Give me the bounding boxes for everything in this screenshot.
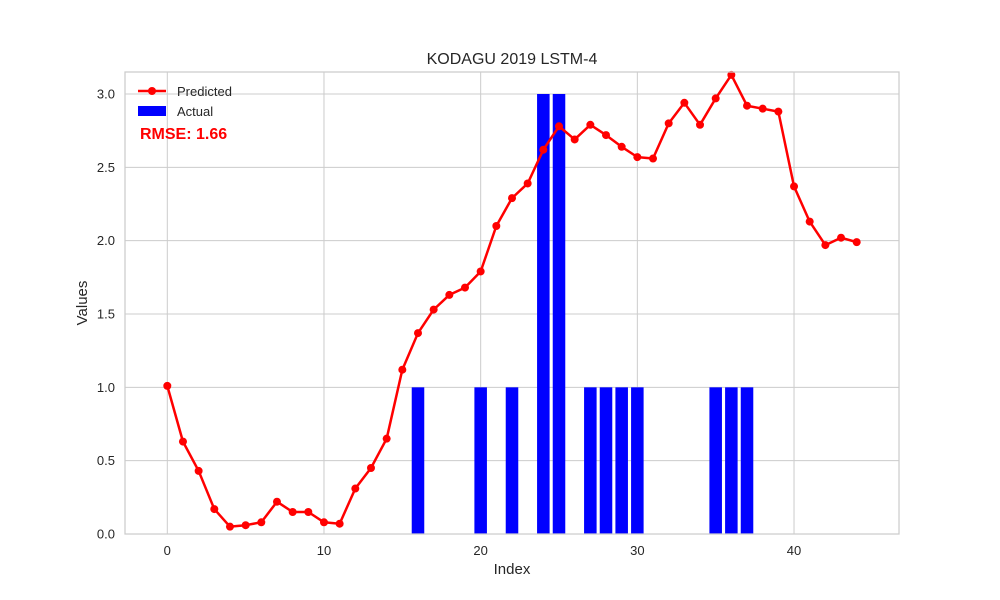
predicted-point xyxy=(633,153,642,162)
x-tick-label: 40 xyxy=(787,543,801,558)
predicted-point xyxy=(805,217,814,226)
predicted-point xyxy=(492,222,501,230)
predicted-point xyxy=(852,238,861,247)
predicted-point xyxy=(178,437,187,446)
y-tick-label: 0.0 xyxy=(97,527,115,542)
predicted-point xyxy=(241,521,250,530)
y-tick-label: 2.5 xyxy=(97,160,115,175)
grid xyxy=(125,72,899,535)
legend-predicted-swatch-marker xyxy=(148,87,156,95)
x-axis-ticks: 0 10 20 30 40 xyxy=(164,543,802,558)
actual-bar xyxy=(615,387,628,534)
actual-bar xyxy=(709,387,722,534)
y-tick-label: 1.5 xyxy=(97,307,115,322)
predicted-point xyxy=(790,182,799,191)
predicted-point xyxy=(758,104,767,113)
predicted-point xyxy=(288,508,297,516)
actual-bar xyxy=(725,387,738,534)
predicted-point xyxy=(429,305,438,314)
actual-bar xyxy=(552,94,566,534)
actual-bar xyxy=(505,387,519,534)
predicted-point xyxy=(366,464,375,472)
actual-bar xyxy=(411,387,425,534)
predicted-point xyxy=(743,101,752,110)
predicted-point xyxy=(821,241,830,250)
actual-bar xyxy=(631,387,644,534)
predicted-point xyxy=(508,194,516,203)
predicted-point xyxy=(774,107,783,116)
chart-title: KODAGU 2019 LSTM-4 xyxy=(427,51,598,68)
y-tick-label: 0.5 xyxy=(97,453,115,468)
legend-actual-swatch xyxy=(138,106,166,116)
predicted-point xyxy=(649,154,658,163)
y-axis-ticks: 0.0 0.5 1.0 1.5 2.0 2.5 3.0 xyxy=(97,87,115,542)
predicted-point xyxy=(382,434,391,443)
x-axis-label: Index xyxy=(494,561,531,578)
predicted-point xyxy=(257,518,266,527)
y-tick-label: 2.0 xyxy=(97,233,115,248)
predicted-point xyxy=(319,518,328,527)
predicted-point xyxy=(539,145,548,154)
predicted-point xyxy=(680,98,689,107)
predicted-point xyxy=(413,329,422,338)
y-axis-label: Values xyxy=(74,281,91,326)
predicted-point xyxy=(523,179,532,188)
x-tick-label: 10 xyxy=(317,543,331,558)
predicted-point xyxy=(163,381,172,390)
predicted-point xyxy=(664,119,673,128)
actual-bar xyxy=(474,387,487,534)
predicted-point xyxy=(445,290,454,299)
predicted-point xyxy=(351,484,360,493)
predicted-point xyxy=(711,94,720,103)
legend-actual-label: Actual xyxy=(177,104,213,119)
predicted-point xyxy=(837,233,846,242)
x-tick-label: 20 xyxy=(473,543,487,558)
predicted-point xyxy=(272,497,281,506)
actual-bar xyxy=(537,94,550,534)
predicted-point xyxy=(225,522,234,531)
actual-bars xyxy=(411,94,754,534)
y-tick-label: 3.0 xyxy=(97,87,115,102)
predicted-point xyxy=(398,365,407,374)
rmse-annotation: RMSE: 1.66 xyxy=(140,126,227,143)
actual-bar xyxy=(584,387,597,534)
actual-bar xyxy=(599,387,613,534)
predicted-point xyxy=(335,519,344,528)
predicted-point xyxy=(696,120,705,129)
predicted-point xyxy=(586,120,595,129)
predicted-point xyxy=(476,267,485,276)
predicted-point xyxy=(555,122,564,131)
plot-frame xyxy=(124,71,900,535)
x-tick-label: 30 xyxy=(630,543,644,558)
actual-bar xyxy=(740,387,754,534)
predicted-point xyxy=(460,283,469,292)
predicted-point xyxy=(304,508,313,516)
predicted-point xyxy=(602,131,611,140)
predicted-point xyxy=(727,70,736,79)
predicted-point xyxy=(194,466,203,475)
predicted-line xyxy=(163,70,861,531)
predicted-point xyxy=(570,135,579,144)
predicted-point xyxy=(210,505,219,514)
legend-predicted-label: Predicted xyxy=(177,84,232,99)
y-tick-label: 1.0 xyxy=(97,380,115,395)
legend: Predicted Actual xyxy=(138,84,232,119)
x-tick-label: 0 xyxy=(164,543,171,558)
predicted-point xyxy=(617,142,626,151)
